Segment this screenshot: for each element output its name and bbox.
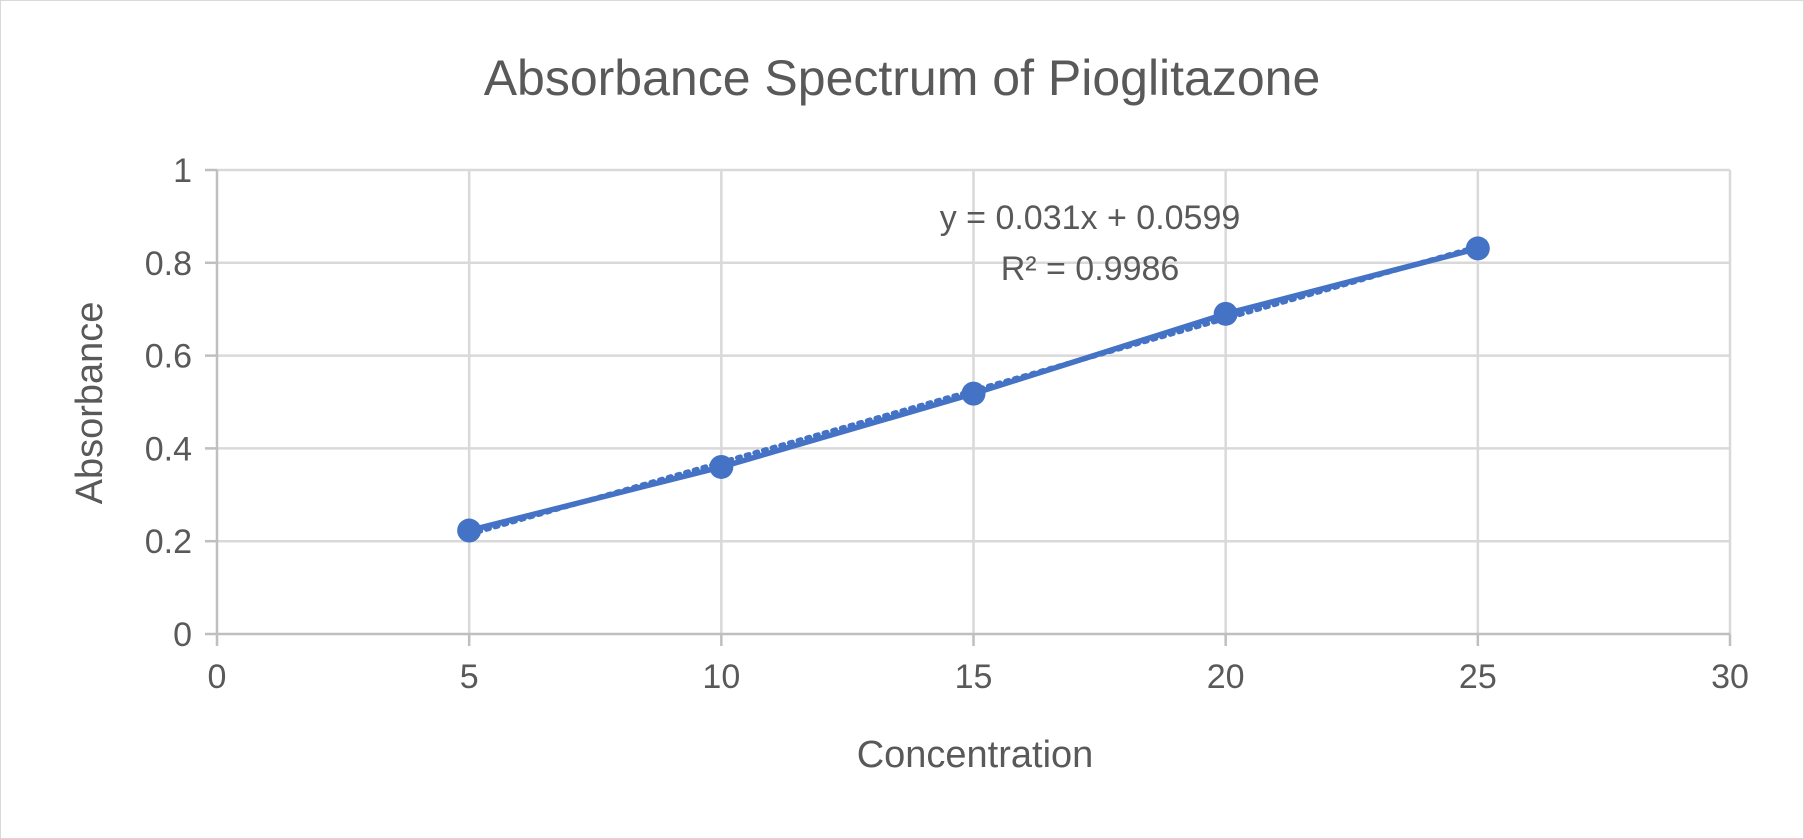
x-tick-label: 10 — [702, 658, 740, 696]
tick-labels: 00.20.40.60.810 5 10 15 20 25 30 — [145, 152, 1749, 696]
data-point — [1213, 301, 1238, 326]
x-tick-label: 15 — [955, 658, 993, 696]
axes — [205, 168, 1732, 646]
y-tick-label: 0 — [173, 616, 192, 654]
data-point — [709, 454, 734, 479]
x-tick-label: 30 — [1711, 658, 1749, 696]
points-group — [457, 236, 1490, 543]
y-tick-label: 0.4 — [145, 430, 192, 468]
data-point — [961, 381, 986, 406]
x-tick-label: 0 — [208, 658, 227, 696]
r-squared-label: R² = 0.9986 — [1001, 250, 1180, 288]
trendline-equation: y = 0.031x + 0.0599 — [940, 199, 1241, 237]
y-tick-label: 1 — [173, 152, 192, 190]
chart-title: Absorbance Spectrum of Pioglitazone — [484, 50, 1321, 106]
data-point — [1465, 236, 1490, 261]
y-tick-label: 0.6 — [145, 338, 192, 376]
y-axis-title: Absorbance — [69, 302, 111, 505]
x-axis-title: Concentration — [857, 734, 1094, 776]
x-tick-label: 20 — [1207, 658, 1245, 696]
x-tick-label: 25 — [1459, 658, 1497, 696]
y-tick-label: 0.8 — [145, 245, 192, 283]
x-tick-label: 5 — [460, 658, 479, 696]
y-tick-label: 0.2 — [145, 523, 192, 561]
data-point — [457, 518, 482, 543]
